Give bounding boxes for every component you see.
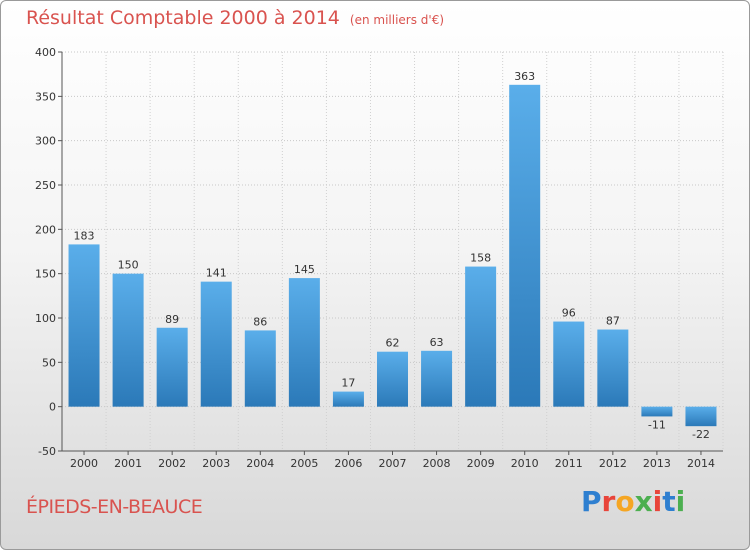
value-label-2008: 63 bbox=[430, 336, 444, 349]
bar-2009 bbox=[465, 266, 497, 407]
value-labels: 183 150 89 141 86 145 17 62 63 158 363 96 87 -11 -22 bbox=[74, 70, 710, 441]
y-tick-label: 150 bbox=[35, 268, 56, 281]
bar-2013 bbox=[641, 406, 673, 417]
bar-2003 bbox=[200, 281, 232, 407]
logo-letter: i bbox=[675, 485, 686, 518]
value-label-2001: 150 bbox=[118, 259, 139, 272]
bar-2002 bbox=[156, 327, 188, 407]
bar-2007 bbox=[377, 351, 408, 407]
value-label-2009: 158 bbox=[470, 252, 491, 265]
y-tick-label: 350 bbox=[35, 90, 56, 103]
x-tick-label-2003: 2003 bbox=[202, 457, 230, 470]
x-tick-label-2007: 2007 bbox=[379, 457, 407, 470]
x-tick-label-2005: 2005 bbox=[290, 457, 318, 470]
value-label-2000: 183 bbox=[74, 229, 95, 242]
bar-2011 bbox=[553, 321, 585, 407]
bar-2008 bbox=[421, 350, 453, 407]
bar-2012 bbox=[597, 329, 629, 407]
x-tick-label-2011: 2011 bbox=[555, 457, 583, 470]
x-tick-label-2014: 2014 bbox=[687, 457, 715, 470]
value-label-2004: 86 bbox=[253, 315, 267, 328]
x-tick-labels: 2000 2001 2002 2003 2004 2005 2006 2007 2008 2009… bbox=[70, 457, 715, 470]
value-label-2005: 145 bbox=[294, 263, 315, 276]
x-tick-label-2013: 2013 bbox=[643, 457, 671, 470]
logo-letter: x bbox=[634, 485, 653, 518]
bar-2004 bbox=[244, 330, 276, 407]
logo-letter: P bbox=[581, 485, 602, 518]
y-tick-label: 250 bbox=[35, 179, 56, 192]
x-tick-label-2012: 2012 bbox=[599, 457, 627, 470]
y-tick-label: -50 bbox=[38, 445, 56, 458]
x-tick-label-2008: 2008 bbox=[423, 457, 451, 470]
y-tick-label: 0 bbox=[49, 401, 56, 414]
chart-title: Résultat Comptable 2000 à 2014 (en millie… bbox=[26, 7, 444, 29]
x-tick-label-2004: 2004 bbox=[246, 457, 274, 470]
title-unit: (en milliers d'€) bbox=[349, 13, 445, 27]
value-label-2002: 89 bbox=[165, 313, 179, 326]
y-tick-label: 300 bbox=[35, 135, 56, 148]
axes bbox=[58, 51, 723, 455]
y-tick-label: 100 bbox=[35, 312, 56, 325]
value-label-2014: -22 bbox=[692, 428, 710, 441]
y-tick-label: 50 bbox=[42, 356, 56, 369]
bar-2006 bbox=[332, 391, 364, 407]
bar-2005 bbox=[288, 278, 320, 407]
bar-2000 bbox=[68, 244, 100, 407]
logo-letter: i bbox=[652, 485, 663, 518]
title-text: Résultat Comptable 2000 à 2014 bbox=[26, 7, 340, 29]
value-label-2011: 96 bbox=[562, 307, 576, 320]
value-label-2013: -11 bbox=[648, 418, 666, 431]
y-tick-label: 400 bbox=[35, 46, 56, 59]
y-tick-labels: -50 0 50 100 150 200 250 300 350 400 bbox=[35, 46, 56, 458]
y-tick-label: 200 bbox=[35, 223, 56, 236]
value-label-2003: 141 bbox=[206, 267, 227, 280]
logo-letter: o bbox=[615, 485, 635, 518]
x-tick-label-2000: 2000 bbox=[70, 457, 98, 470]
city-name: ÉPIEDS-EN-BEAUCE bbox=[26, 496, 203, 518]
x-tick-label-2006: 2006 bbox=[334, 457, 362, 470]
value-label-2012: 87 bbox=[606, 315, 620, 328]
logo-letter: r bbox=[601, 485, 616, 518]
bars bbox=[68, 84, 717, 427]
value-label-2010: 363 bbox=[514, 70, 535, 83]
x-tick-label-2002: 2002 bbox=[158, 457, 186, 470]
bar-2014 bbox=[685, 406, 717, 427]
x-tick-label-2010: 2010 bbox=[511, 457, 539, 470]
x-tick-label-2001: 2001 bbox=[114, 457, 142, 470]
logo-letter: t bbox=[662, 485, 676, 518]
value-label-2006: 17 bbox=[341, 377, 355, 390]
x-tick-label-2009: 2009 bbox=[467, 457, 495, 470]
bar-2010 bbox=[509, 84, 541, 407]
proxiti-logo: Proxiti bbox=[581, 485, 685, 518]
bar-2001 bbox=[112, 273, 144, 407]
value-label-2007: 62 bbox=[386, 337, 400, 350]
